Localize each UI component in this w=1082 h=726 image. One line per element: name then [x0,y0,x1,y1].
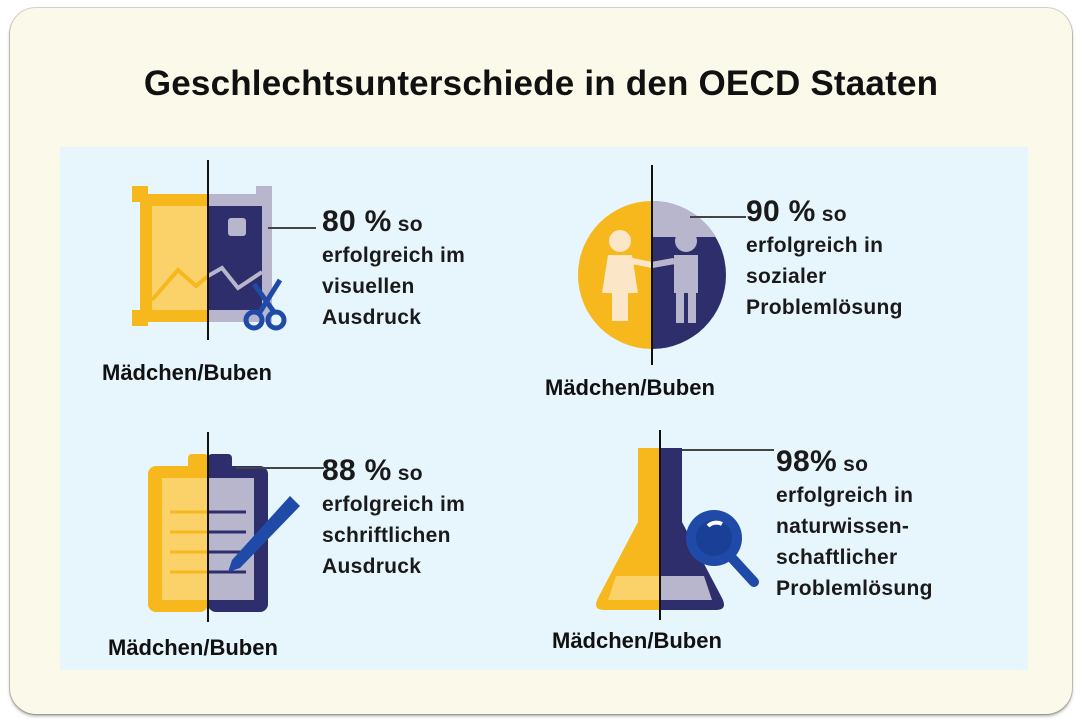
stat-text-science: 98% so erfolgreich in naturwissen- schaf… [776,445,933,600]
percent-value: 98% [776,445,837,478]
page-title: Geschlechtsunterschiede in den OECD Staa… [143,64,939,103]
caption-girls-boys: Mädchen/Buben [545,375,715,400]
caption-girls-boys: Mädchen/Buben [102,360,272,385]
flask-magnifier-icon [596,430,774,620]
stat-text-written: 88 % so erfolgreich im schriftlichen Aus… [322,454,466,578]
people-handshake-icon [578,165,746,365]
stat-text-social: 90 % so erfolgreich in sozialer Probleml… [746,195,903,319]
picture-scissors-icon [132,160,316,340]
clipboard-pen-icon [148,432,324,622]
caption-girls-boys: Mädchen/Buben [108,635,278,660]
percent-value: 88 % [322,454,392,487]
caption-girls-boys: Mädchen/Buben [552,628,722,653]
percent-value: 90 % [746,195,816,228]
percent-value: 80 % [322,205,392,238]
stat-text-visual: 80 % so erfolgreich im visuellen Ausdruc… [322,205,466,329]
